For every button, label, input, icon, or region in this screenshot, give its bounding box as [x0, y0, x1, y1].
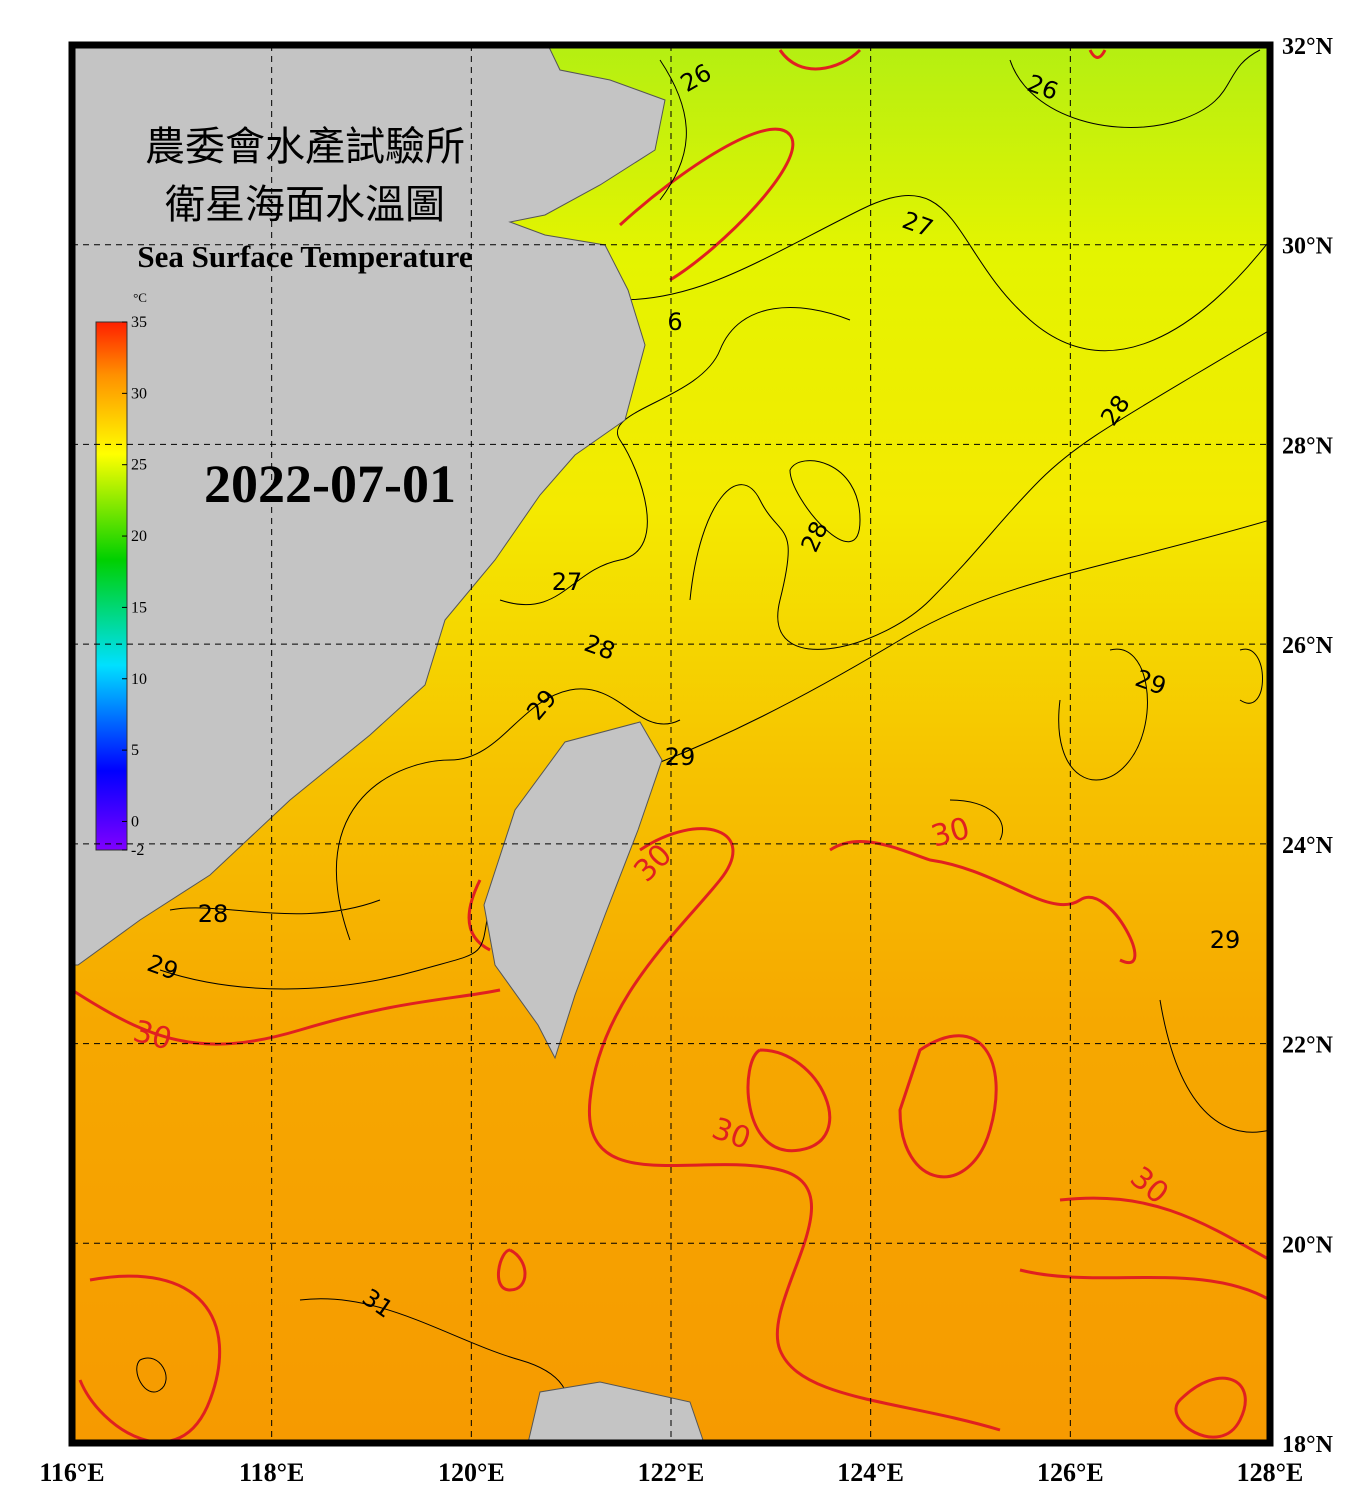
lon-label: 128°E: [1237, 1458, 1304, 1487]
colorbar: [95, 321, 128, 851]
colorbar-tick-label: -2: [131, 842, 144, 859]
lon-label: 124°E: [837, 1458, 904, 1487]
colorbar-tick-label: 25: [131, 457, 147, 474]
contour-label: 6: [667, 308, 682, 336]
colorbar-unit: °C: [133, 290, 147, 305]
title-zh: 衛星海面水溫圖: [165, 182, 445, 227]
date: 2022-07-01: [204, 454, 456, 514]
land: [527, 1381, 705, 1443]
colorbar-tick-label: 10: [131, 671, 147, 688]
land: [72, 45, 666, 966]
colorbar-tick-label: 35: [131, 314, 147, 331]
lat-label: 24°N: [1282, 833, 1334, 859]
lat-label: 26°N: [1282, 633, 1334, 659]
lat-label: 30°N: [1282, 234, 1334, 260]
lat-label: 28°N: [1282, 433, 1334, 459]
lat-label: 20°N: [1282, 1232, 1334, 1258]
lat-label: 18°N: [1282, 1432, 1334, 1458]
title-zh: 農委會水產試驗所: [145, 124, 465, 169]
lon-label: 118°E: [239, 1458, 304, 1487]
contour-label: 29: [1210, 926, 1241, 954]
colorbar-tick-label: 30: [131, 385, 147, 402]
lon-label: 122°E: [638, 1458, 705, 1487]
colorbar-tick-label: 5: [131, 742, 139, 759]
contour-label: 27: [552, 568, 583, 596]
contour-line: [72, 48, 1270, 1443]
lon-label: 120°E: [438, 1458, 505, 1487]
lon-label: 116°E: [39, 1458, 104, 1487]
lat-label: 32°N: [1282, 34, 1334, 60]
colorbar-tick-label: 20: [131, 528, 147, 545]
lon-label: 126°E: [1037, 1458, 1104, 1487]
land: [483, 721, 663, 1060]
contour-line: [136, 49, 1270, 1443]
contour-label: 29: [665, 743, 696, 771]
contour-label: 28: [198, 900, 229, 928]
colorbar-tick-label: 15: [131, 599, 147, 616]
lat-label: 22°N: [1282, 1033, 1334, 1059]
colorbar-tick-label: 0: [131, 813, 139, 830]
